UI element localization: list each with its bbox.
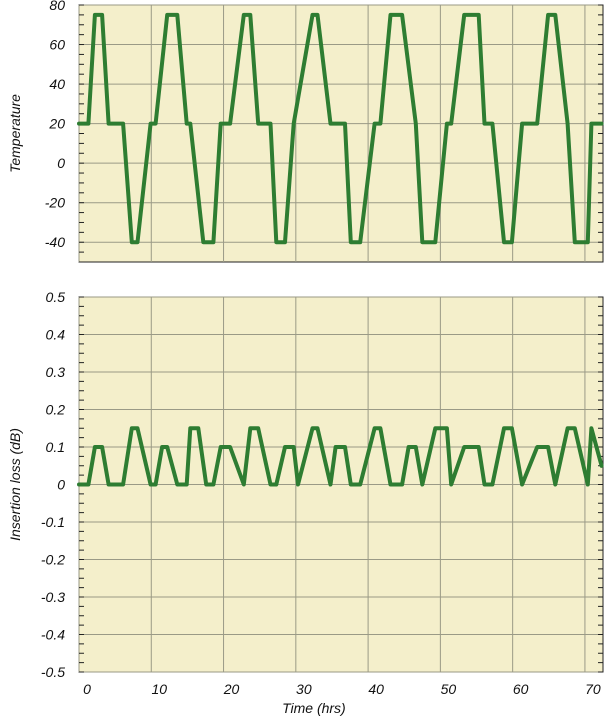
y-tick-label: 0.1 [46,439,65,455]
y-tick-label: 20 [48,116,65,132]
y-tick-label: 0.4 [46,327,66,343]
temperature-y-axis-title: Temperature [7,94,23,173]
temperature-panel: 80 60 40 20 0 -20 -40 Temperature [7,0,604,263]
y-tick-label: 60 [49,37,65,53]
y-tick-label: -0.5 [41,664,65,680]
y-tick-label: 0 [57,155,65,171]
temperature-series [77,12,604,245]
insertion-loss-y-tick-labels: 0.5 0.4 0.3 0.2 0.1 0 -0.1 -0.2 -0.3 -0.4 -0.5 [41,289,65,680]
y-tick-label: -0.1 [41,514,65,530]
x-tick-label: 10 [151,681,167,697]
time-x-axis-title: Time (hrs) [282,700,346,716]
series-line [77,12,604,245]
x-tick-label: 20 [223,681,240,697]
insertion-loss-panel: 0.5 0.4 0.3 0.2 0.1 0 -0.1 -0.2 -0.3 -0.4 -0.5 0 10… [7,289,604,716]
y-tick-label: 80 [49,0,65,13]
y-tick-label: 40 [49,76,65,92]
y-tick-label: -20 [45,195,65,211]
x-tick-label: 60 [513,681,529,697]
y-tick-label: -0.4 [41,627,65,643]
y-tick-label: 0 [57,477,65,493]
insertion-loss-series [77,426,604,487]
insertion-loss-y-axis-title: Insertion loss (dB) [7,428,23,541]
x-tick-label: 0 [83,681,91,697]
temperature-y-tick-labels: 80 60 40 20 0 -20 -40 [45,0,65,250]
temperature-plot-area [78,4,604,263]
y-tick-label: 0.2 [46,402,66,418]
x-tick-label: 30 [296,681,312,697]
y-tick-label: 0.5 [46,289,66,305]
y-tick-label: -0.2 [41,552,65,568]
x-tick-label: 70 [585,681,601,697]
y-tick-label: 0.3 [46,364,66,380]
y-tick-label: -0.3 [41,589,65,605]
series-line [77,426,604,487]
y-tick-label: -40 [45,234,65,250]
time-x-tick-labels: 0 10 20 30 40 50 60 70 [83,681,601,697]
x-tick-label: 40 [368,681,384,697]
x-tick-label: 50 [441,681,457,697]
